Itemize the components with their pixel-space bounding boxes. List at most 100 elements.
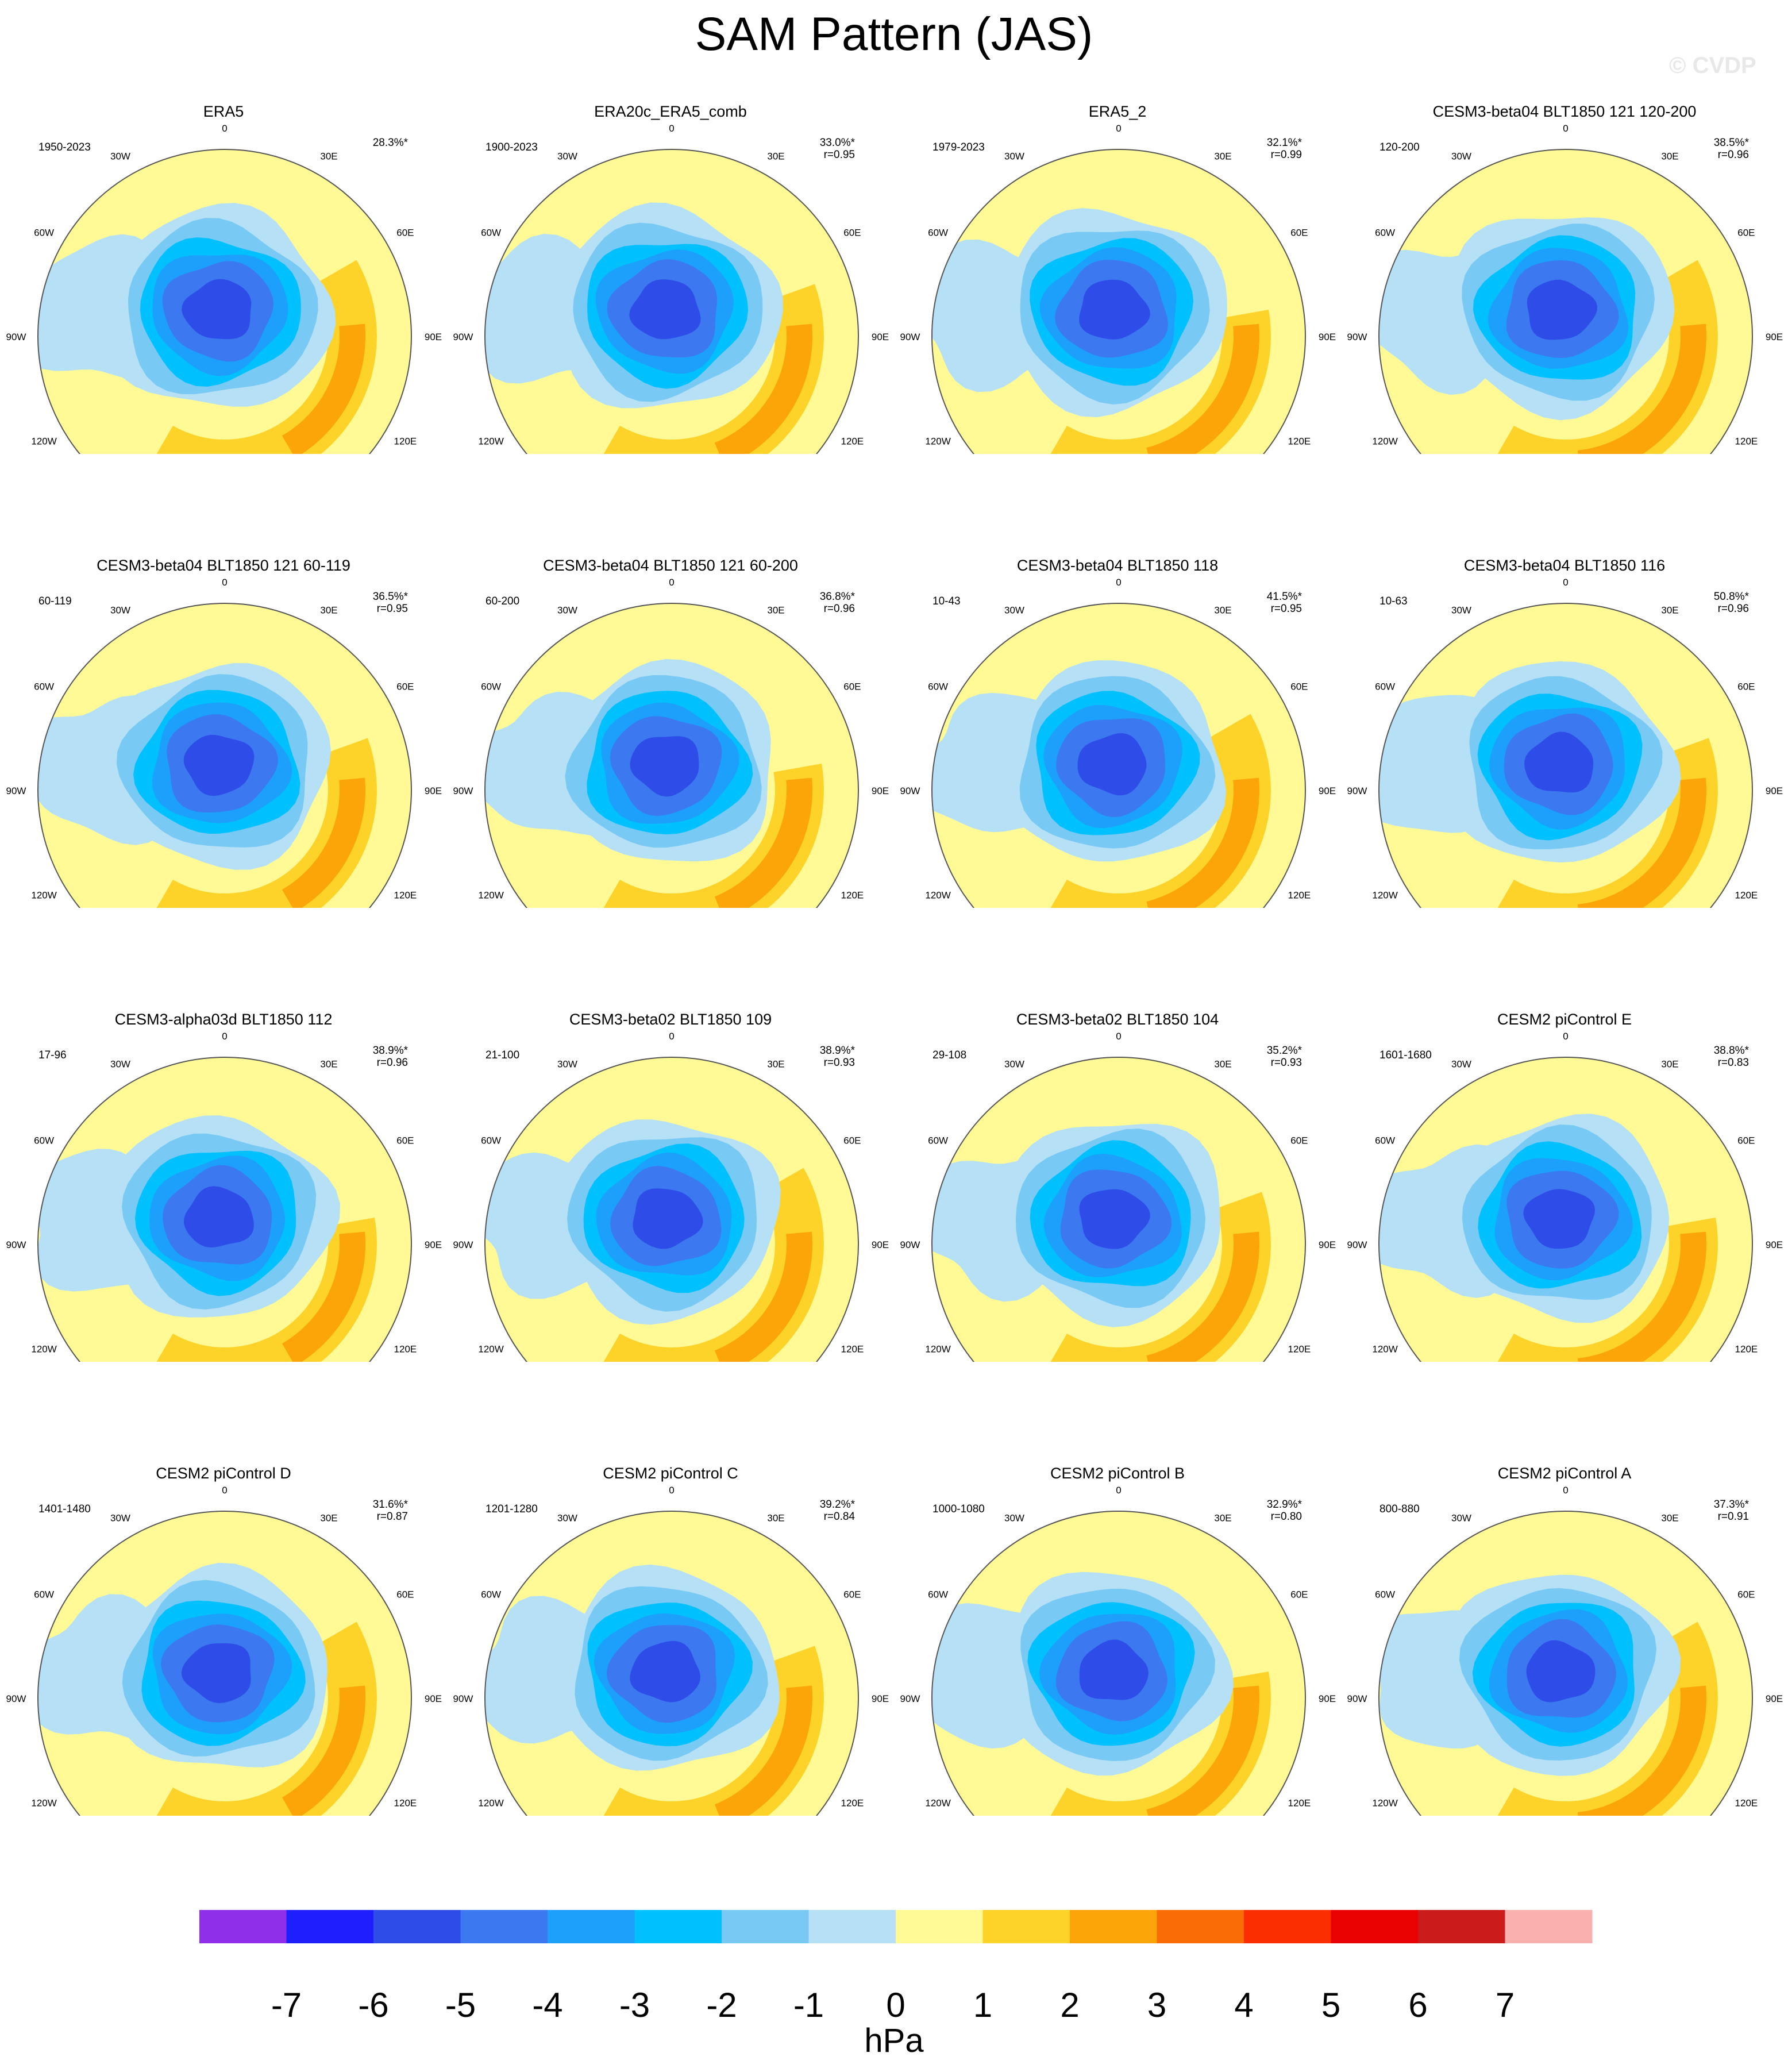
longitude-label: 60E [396, 228, 414, 238]
longitude-label: 120E [1288, 1344, 1311, 1355]
panel-years: 29-108 [932, 1049, 967, 1061]
longitude-label: 60W [481, 1135, 501, 1146]
map-panel: 030E60E90E120E150E180150W120W90W60W30WCE… [894, 454, 1341, 908]
pattern-correlation: r=0.91 [1717, 1511, 1749, 1523]
colorbar-swatch [722, 1910, 809, 1943]
variance-explained: 36.8%* [819, 591, 855, 603]
longitude-label: 90W [900, 332, 920, 342]
panel-title: CESM3-beta04 BLT1850 121 120-200 [1432, 103, 1697, 120]
longitude-label: 60E [1737, 228, 1755, 238]
longitude-label: 30E [767, 1513, 784, 1524]
longitude-label: 0 [1116, 1031, 1121, 1042]
longitude-label: 90W [453, 785, 473, 796]
colorbar-tick-label: -4 [532, 1986, 563, 2024]
polar-map: 030E60E90E120E150E180150W120W90W60W30W [900, 123, 1336, 454]
colorbar-swatch [373, 1910, 461, 1943]
map-panel: 030E60E90E120E150E180150W120W90W60W30WCE… [0, 908, 447, 1362]
pattern-correlation: r=0.93 [823, 1057, 855, 1069]
longitude-label: 120E [1735, 890, 1758, 901]
longitude-label: 120W [925, 436, 950, 447]
panel-years: 1900-2023 [485, 141, 538, 153]
longitude-label: 60E [843, 1135, 861, 1146]
longitude-label: 60W [34, 228, 54, 238]
panel-variance: 31.6%* r=0.87 [356, 1499, 408, 1523]
longitude-label: 30E [1661, 1513, 1678, 1524]
longitude-label: 90E [1319, 1693, 1336, 1704]
longitude-label: 90W [1347, 332, 1367, 342]
longitude-label: 90W [453, 1693, 473, 1704]
pattern-correlation: r=0.96 [1717, 149, 1749, 161]
longitude-label: 0 [669, 123, 674, 134]
panel-years: 60-119 [38, 595, 72, 607]
panel-variance: 33.0%* r=0.95 [803, 137, 855, 161]
longitude-label: 30E [1661, 605, 1678, 616]
longitude-label: 0 [222, 1485, 227, 1496]
variance-explained: 36.5%* [372, 591, 408, 603]
panel-variance: 28.3%* [356, 137, 408, 149]
longitude-label: 30W [1451, 1513, 1471, 1524]
longitude-label: 120W [478, 1798, 503, 1809]
longitude-label: 120W [1372, 890, 1397, 901]
colorbar-swatch [1505, 1910, 1593, 1943]
longitude-label: 60E [396, 1135, 414, 1146]
polar-map: 030E60E90E120E150E180150W120W90W60W30W [6, 123, 442, 454]
pattern-correlation: r=0.95 [1270, 603, 1302, 615]
longitude-label: 90E [872, 1693, 889, 1704]
longitude-label: 0 [1563, 577, 1568, 588]
variance-explained: 35.2%* [1266, 1045, 1302, 1057]
panel-title: CESM3-beta02 BLT1850 109 [569, 1011, 772, 1028]
variance-explained: 39.2%* [819, 1499, 855, 1511]
longitude-label: 90W [453, 1239, 473, 1250]
longitude-label: 60E [396, 1589, 414, 1600]
pattern-correlation: r=0.83 [1717, 1057, 1749, 1069]
longitude-label: 120E [841, 436, 864, 447]
panel-years: 1950-2023 [38, 141, 91, 153]
colorbar-tick-label: -7 [271, 1986, 302, 2024]
variance-explained: 38.5%* [1713, 137, 1749, 149]
colorbar-tick-label: 3 [1147, 1986, 1167, 2024]
longitude-label: 30W [1004, 1059, 1024, 1070]
panel-years: 1979-2023 [932, 141, 985, 153]
panel-variance: 36.8%* r=0.96 [803, 591, 855, 615]
longitude-label: 120E [1735, 1798, 1758, 1809]
longitude-label: 120E [1735, 436, 1758, 447]
longitude-label: 60E [1737, 681, 1755, 692]
panel-title: CESM3-beta04 BLT1850 118 [1016, 557, 1219, 574]
panel-variance: 41.5%* r=0.95 [1250, 591, 1302, 615]
colorbar-swatch [1244, 1910, 1331, 1943]
variance-explained: 37.3%* [1713, 1499, 1749, 1511]
longitude-label: 120W [925, 1344, 950, 1355]
map-panel: 030E60E90E120E150E180150W120W90W60W30WCE… [447, 908, 894, 1362]
watermark: © CVDP [1669, 53, 1756, 78]
variance-explained: 33.0%* [819, 137, 855, 149]
map-panel: 030E60E90E120E150E180150W120W90W60W30WCE… [1341, 908, 1788, 1362]
longitude-label: 120W [478, 436, 503, 447]
colorbar-tick-label: -6 [358, 1986, 389, 2024]
longitude-label: 60E [1290, 1589, 1308, 1600]
longitude-label: 0 [1563, 123, 1568, 134]
longitude-label: 60E [1290, 228, 1308, 238]
variance-explained: 50.8%* [1713, 591, 1749, 603]
panel-title: CESM2 piControl A [1497, 1465, 1632, 1482]
longitude-label: 60W [1375, 228, 1395, 238]
longitude-label: 30E [767, 605, 784, 616]
pattern-correlation: r=0.96 [376, 1057, 408, 1069]
longitude-label: 30W [1004, 605, 1024, 616]
longitude-label: 120E [394, 436, 417, 447]
polar-map: 030E60E90E120E150E180150W120W90W60W30W [453, 1031, 889, 1362]
panel-years: 10-63 [1379, 595, 1408, 607]
longitude-label: 30E [1214, 1059, 1231, 1070]
pattern-correlation: r=0.93 [1270, 1057, 1302, 1069]
longitude-label: 120W [925, 1798, 950, 1809]
longitude-label: 30W [1451, 1059, 1471, 1070]
longitude-label: 90W [1347, 1693, 1367, 1704]
longitude-label: 30W [557, 1059, 577, 1070]
longitude-label: 90E [1766, 1239, 1783, 1250]
longitude-label: 90W [1347, 1239, 1367, 1250]
longitude-label: 0 [1563, 1485, 1568, 1496]
longitude-label: 120W [925, 890, 950, 901]
panel-variance: 35.2%* r=0.93 [1250, 1045, 1302, 1069]
longitude-label: 30E [1661, 1059, 1678, 1070]
panel-title: ERA5 [203, 103, 244, 120]
map-panel: 030E60E90E120E150E180150W120W90W60W30WER… [447, 0, 894, 454]
